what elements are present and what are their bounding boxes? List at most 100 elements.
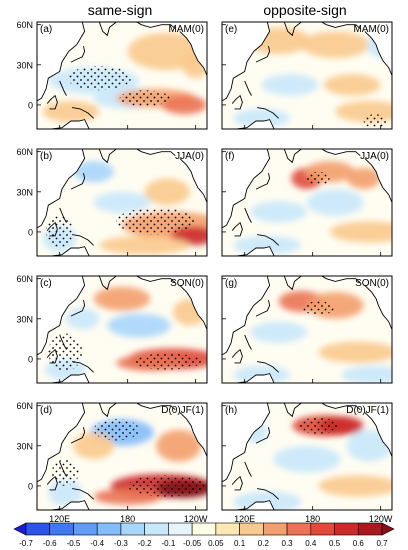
coastline [244, 80, 252, 96]
coastline [70, 46, 86, 63]
australia-landmass [236, 373, 275, 383]
coastline [37, 276, 86, 356]
panel-season-label: MAM(0) [353, 24, 389, 35]
map-field [222, 276, 392, 383]
colorbar-tick-label: -0.05 [183, 539, 202, 548]
panel-id-label: (c) [40, 278, 52, 289]
anomaly-patch [261, 74, 319, 96]
significance-stipple [67, 66, 132, 91]
map-panel: (g) SON(0) [221, 275, 393, 384]
anomaly-patch [161, 95, 207, 115]
coastline [46, 475, 58, 491]
coastline [59, 334, 67, 350]
coastline [244, 334, 252, 350]
coastline [222, 403, 271, 483]
lon-label: 120E [49, 514, 70, 524]
anomaly-patch [233, 491, 302, 510]
colorbar-swatch [215, 522, 240, 536]
coastline [136, 403, 176, 411]
anomaly-patch [233, 235, 302, 255]
map-panel: (a) MAM(0) 60N 30N 0 [16, 20, 208, 130]
panel-id-label: (d) [40, 405, 52, 416]
significance-stipple [307, 171, 330, 186]
coastline [98, 276, 117, 291]
colorbar-tick-label: 0.6 [353, 539, 365, 548]
anomaly-patch [250, 201, 307, 223]
australia-landmass [51, 119, 90, 129]
panel-id-label: (e) [225, 24, 237, 35]
coastline [236, 246, 275, 256]
significance-stipple [127, 475, 207, 497]
panel-season-label: MAM(0) [168, 24, 204, 35]
north-america-landmass [179, 276, 207, 330]
map-panel: (c) SON(0) 60N 30N 0 [16, 274, 208, 384]
map-field [37, 276, 207, 383]
panel-frame [221, 148, 393, 257]
coastline [98, 149, 117, 164]
anomaly-patch [307, 189, 364, 216]
lat-label: 30N [16, 314, 33, 324]
north-america-landmass [179, 403, 207, 457]
coastline [222, 276, 271, 356]
coastline [255, 173, 271, 190]
anomaly-patch [99, 235, 190, 255]
north-america-landmass [364, 403, 392, 457]
coastline [231, 475, 243, 491]
colorbar-swatch [73, 522, 98, 536]
asia-landmass [222, 149, 270, 256]
coastline [255, 46, 271, 63]
colorbar-swatch [310, 522, 335, 536]
significance-stipple [363, 114, 387, 128]
anomaly-patch [341, 365, 392, 383]
australia-landmass [236, 500, 275, 510]
coastline [257, 361, 280, 373]
colorbar-tick-label: -0.2 [138, 539, 152, 548]
significance-stipple [51, 459, 79, 486]
significance-stipple [133, 353, 202, 370]
coastline [37, 22, 86, 102]
coastline [244, 207, 252, 223]
australia-landmass [51, 246, 90, 256]
colorbar-swatch [96, 522, 122, 536]
colorbar-tick-label: 0.2 [258, 539, 270, 548]
lat-label: 60N [16, 20, 33, 30]
coastline [321, 22, 361, 30]
australia-landmass [51, 373, 90, 383]
lon-label: 180 [120, 514, 135, 524]
coastline [257, 107, 280, 119]
coastline [72, 361, 95, 373]
north-america-landmass [179, 22, 207, 76]
panel-frame [36, 21, 208, 130]
panel-id-label: (b) [40, 151, 52, 162]
anomaly-patch [144, 178, 190, 206]
colorbar-swatch [191, 522, 217, 536]
map-panel: (b) JJA(0) 60N 30N 0 [16, 147, 208, 257]
colorbar-tick-label: -0.6 [43, 539, 57, 548]
colorbar-swatch [263, 522, 288, 536]
lon-label: 120W [369, 514, 393, 524]
colorbar-tick-label: -0.3 [114, 539, 128, 548]
coastline [136, 149, 176, 157]
map-field [37, 22, 207, 129]
coastline [231, 348, 243, 364]
panel-season-label: SON(0) [355, 278, 389, 289]
map-field [37, 149, 207, 256]
coastline [51, 246, 90, 256]
coastline [37, 403, 86, 483]
coastline [231, 94, 243, 110]
coastline [283, 403, 302, 418]
lon-label: 120E [234, 514, 255, 524]
coastline [236, 373, 275, 383]
anomaly-patch [107, 313, 171, 338]
colorbar: -0.7 -0.6 -0.5 -0.4 -0.3 -0.2 -0.1 -0.05 0.05 0.1… [13, 522, 395, 548]
anomaly-patch [250, 321, 307, 343]
significance-stipple [297, 417, 339, 434]
lat-label: 30N [16, 441, 33, 451]
australia-landmass [236, 119, 275, 129]
coastline [364, 31, 392, 76]
anomaly-patch [318, 341, 392, 363]
coastline [257, 488, 280, 500]
lat-label: 0 [28, 354, 33, 364]
coastline [231, 221, 243, 237]
colorbar-tick-label: 0.5 [329, 539, 341, 548]
